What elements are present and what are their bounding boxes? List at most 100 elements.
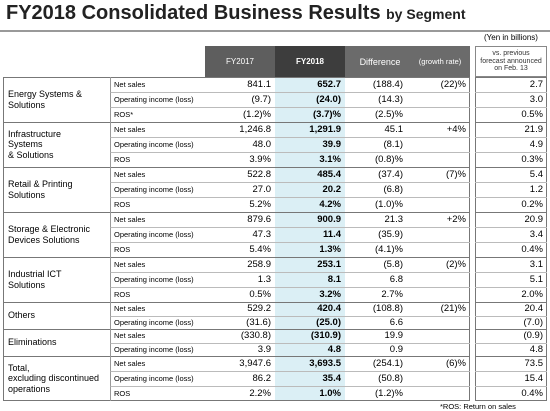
value-cell: 3.1 xyxy=(529,259,543,270)
title-line: FY2018 Consolidated Business Results by … xyxy=(6,2,465,25)
group-border xyxy=(475,167,547,212)
value-cell: 2.2% xyxy=(249,388,271,399)
row-line xyxy=(110,272,470,287)
value-cell: (7.0) xyxy=(523,316,543,328)
value-cell: 6.6 xyxy=(389,316,403,328)
value-cell: 1,291.9 xyxy=(309,124,341,135)
value-cell: 900.9 xyxy=(317,214,341,225)
row-line xyxy=(110,386,470,401)
row-line xyxy=(110,152,470,167)
value-cell: 15.4 xyxy=(524,373,544,384)
value-cell: +4% xyxy=(446,124,466,135)
row-label: Net sales xyxy=(114,80,146,89)
value-cell: 3.4 xyxy=(529,229,543,240)
row-label: ROS xyxy=(114,155,131,164)
value-cell: (9.7) xyxy=(251,94,271,105)
value-cell: (37.4) xyxy=(378,169,403,180)
unit-note: (Yen in billions) xyxy=(484,33,538,42)
row-label: Operating income (loss) xyxy=(114,344,194,354)
value-cell: (188.4) xyxy=(372,79,403,90)
row-line xyxy=(110,122,470,137)
row-label: Operating income (loss) xyxy=(114,95,194,104)
row-label: Operating income (loss) xyxy=(114,140,194,149)
value-cell: 3.0 xyxy=(529,94,543,105)
row-label: ROS xyxy=(114,389,131,398)
value-cell: (0.9) xyxy=(523,330,543,342)
row-line xyxy=(110,197,470,212)
row-line xyxy=(475,227,547,228)
value-cell: 0.4% xyxy=(521,388,543,399)
value-cell: 11.4 xyxy=(323,229,341,240)
value-cell: (21)% xyxy=(440,303,466,315)
column-header: (growth rate) xyxy=(418,57,462,66)
row-line xyxy=(110,227,470,242)
row-label: Net sales xyxy=(114,125,146,134)
segment-label: Industrial ICT Solutions xyxy=(8,269,62,290)
footnote: *ROS: Return on sales xyxy=(440,402,516,411)
value-cell: (50.8) xyxy=(378,373,403,384)
value-cell: 39.9 xyxy=(322,139,342,150)
row-line xyxy=(110,167,470,182)
row-line xyxy=(110,212,470,227)
value-cell: +2% xyxy=(446,214,466,225)
value-cell: 20.4 xyxy=(524,303,544,315)
value-cell: 45.1 xyxy=(384,124,404,135)
value-cell: 4.9 xyxy=(529,139,543,150)
value-cell: 48.0 xyxy=(252,139,272,150)
group-border xyxy=(475,257,547,302)
row-line xyxy=(110,77,470,92)
value-cell: 2.7% xyxy=(381,289,403,300)
value-cell: 1.3 xyxy=(257,274,271,285)
row-line xyxy=(475,371,547,372)
value-cell: 253.1 xyxy=(317,259,341,270)
row-line xyxy=(475,315,547,317)
group-border xyxy=(475,356,547,401)
value-cell: 47.3 xyxy=(252,229,272,240)
segment-label: Infrastructure Systems & Solutions xyxy=(8,128,62,160)
row-label: Net sales xyxy=(114,359,146,368)
value-cell: 1.2 xyxy=(529,184,543,195)
value-cell: (6)% xyxy=(445,358,466,369)
row-line xyxy=(475,272,547,273)
value-cell: 1,246.8 xyxy=(239,124,271,135)
value-cell: 19.9 xyxy=(384,330,404,342)
row-line xyxy=(110,315,470,329)
row-line xyxy=(110,287,470,302)
value-cell: (310.9) xyxy=(310,330,341,342)
column-header: vs. previous forecast announced on Feb. … xyxy=(480,49,542,73)
segment-label: Retail & Printing Solutions xyxy=(8,179,73,200)
value-cell: 3,947.6 xyxy=(239,358,271,369)
group-border xyxy=(3,77,470,122)
row-label: Net sales xyxy=(114,260,146,269)
value-cell: 3,693.5 xyxy=(309,358,341,369)
value-cell: 0.2% xyxy=(521,199,543,210)
row-line xyxy=(475,107,547,108)
row-label: Operating income (loss) xyxy=(114,317,194,327)
value-cell: 529.2 xyxy=(247,303,271,315)
value-cell: (8.1) xyxy=(383,139,403,150)
row-label: Net sales xyxy=(114,170,146,179)
row-line xyxy=(475,152,547,153)
value-cell: 5.1 xyxy=(529,274,543,285)
group-border xyxy=(3,122,470,167)
value-cell: 3.9% xyxy=(249,154,271,165)
value-cell: 2.7 xyxy=(529,79,543,90)
row-label: ROS xyxy=(114,200,131,209)
group-border xyxy=(3,212,470,257)
value-cell: 0.5% xyxy=(249,289,271,300)
row-line xyxy=(110,92,470,107)
value-cell: 20.2 xyxy=(322,184,342,195)
row-label: Operating income (loss) xyxy=(114,374,194,383)
row-line xyxy=(475,342,547,344)
value-cell: 4.8 xyxy=(327,343,341,355)
value-cell: 5.4% xyxy=(249,244,271,255)
row-line xyxy=(475,92,547,93)
segment-label: Energy Systems & Solutions xyxy=(8,89,83,110)
group-border xyxy=(3,356,470,401)
group-border xyxy=(3,167,470,212)
header-bg xyxy=(475,46,547,77)
row-label: Net sales xyxy=(114,331,146,341)
value-cell: (1.2)% xyxy=(243,109,271,120)
segment-label: Storage & Electronic Devices Solutions xyxy=(8,224,91,245)
value-cell: 5.2% xyxy=(249,199,271,210)
